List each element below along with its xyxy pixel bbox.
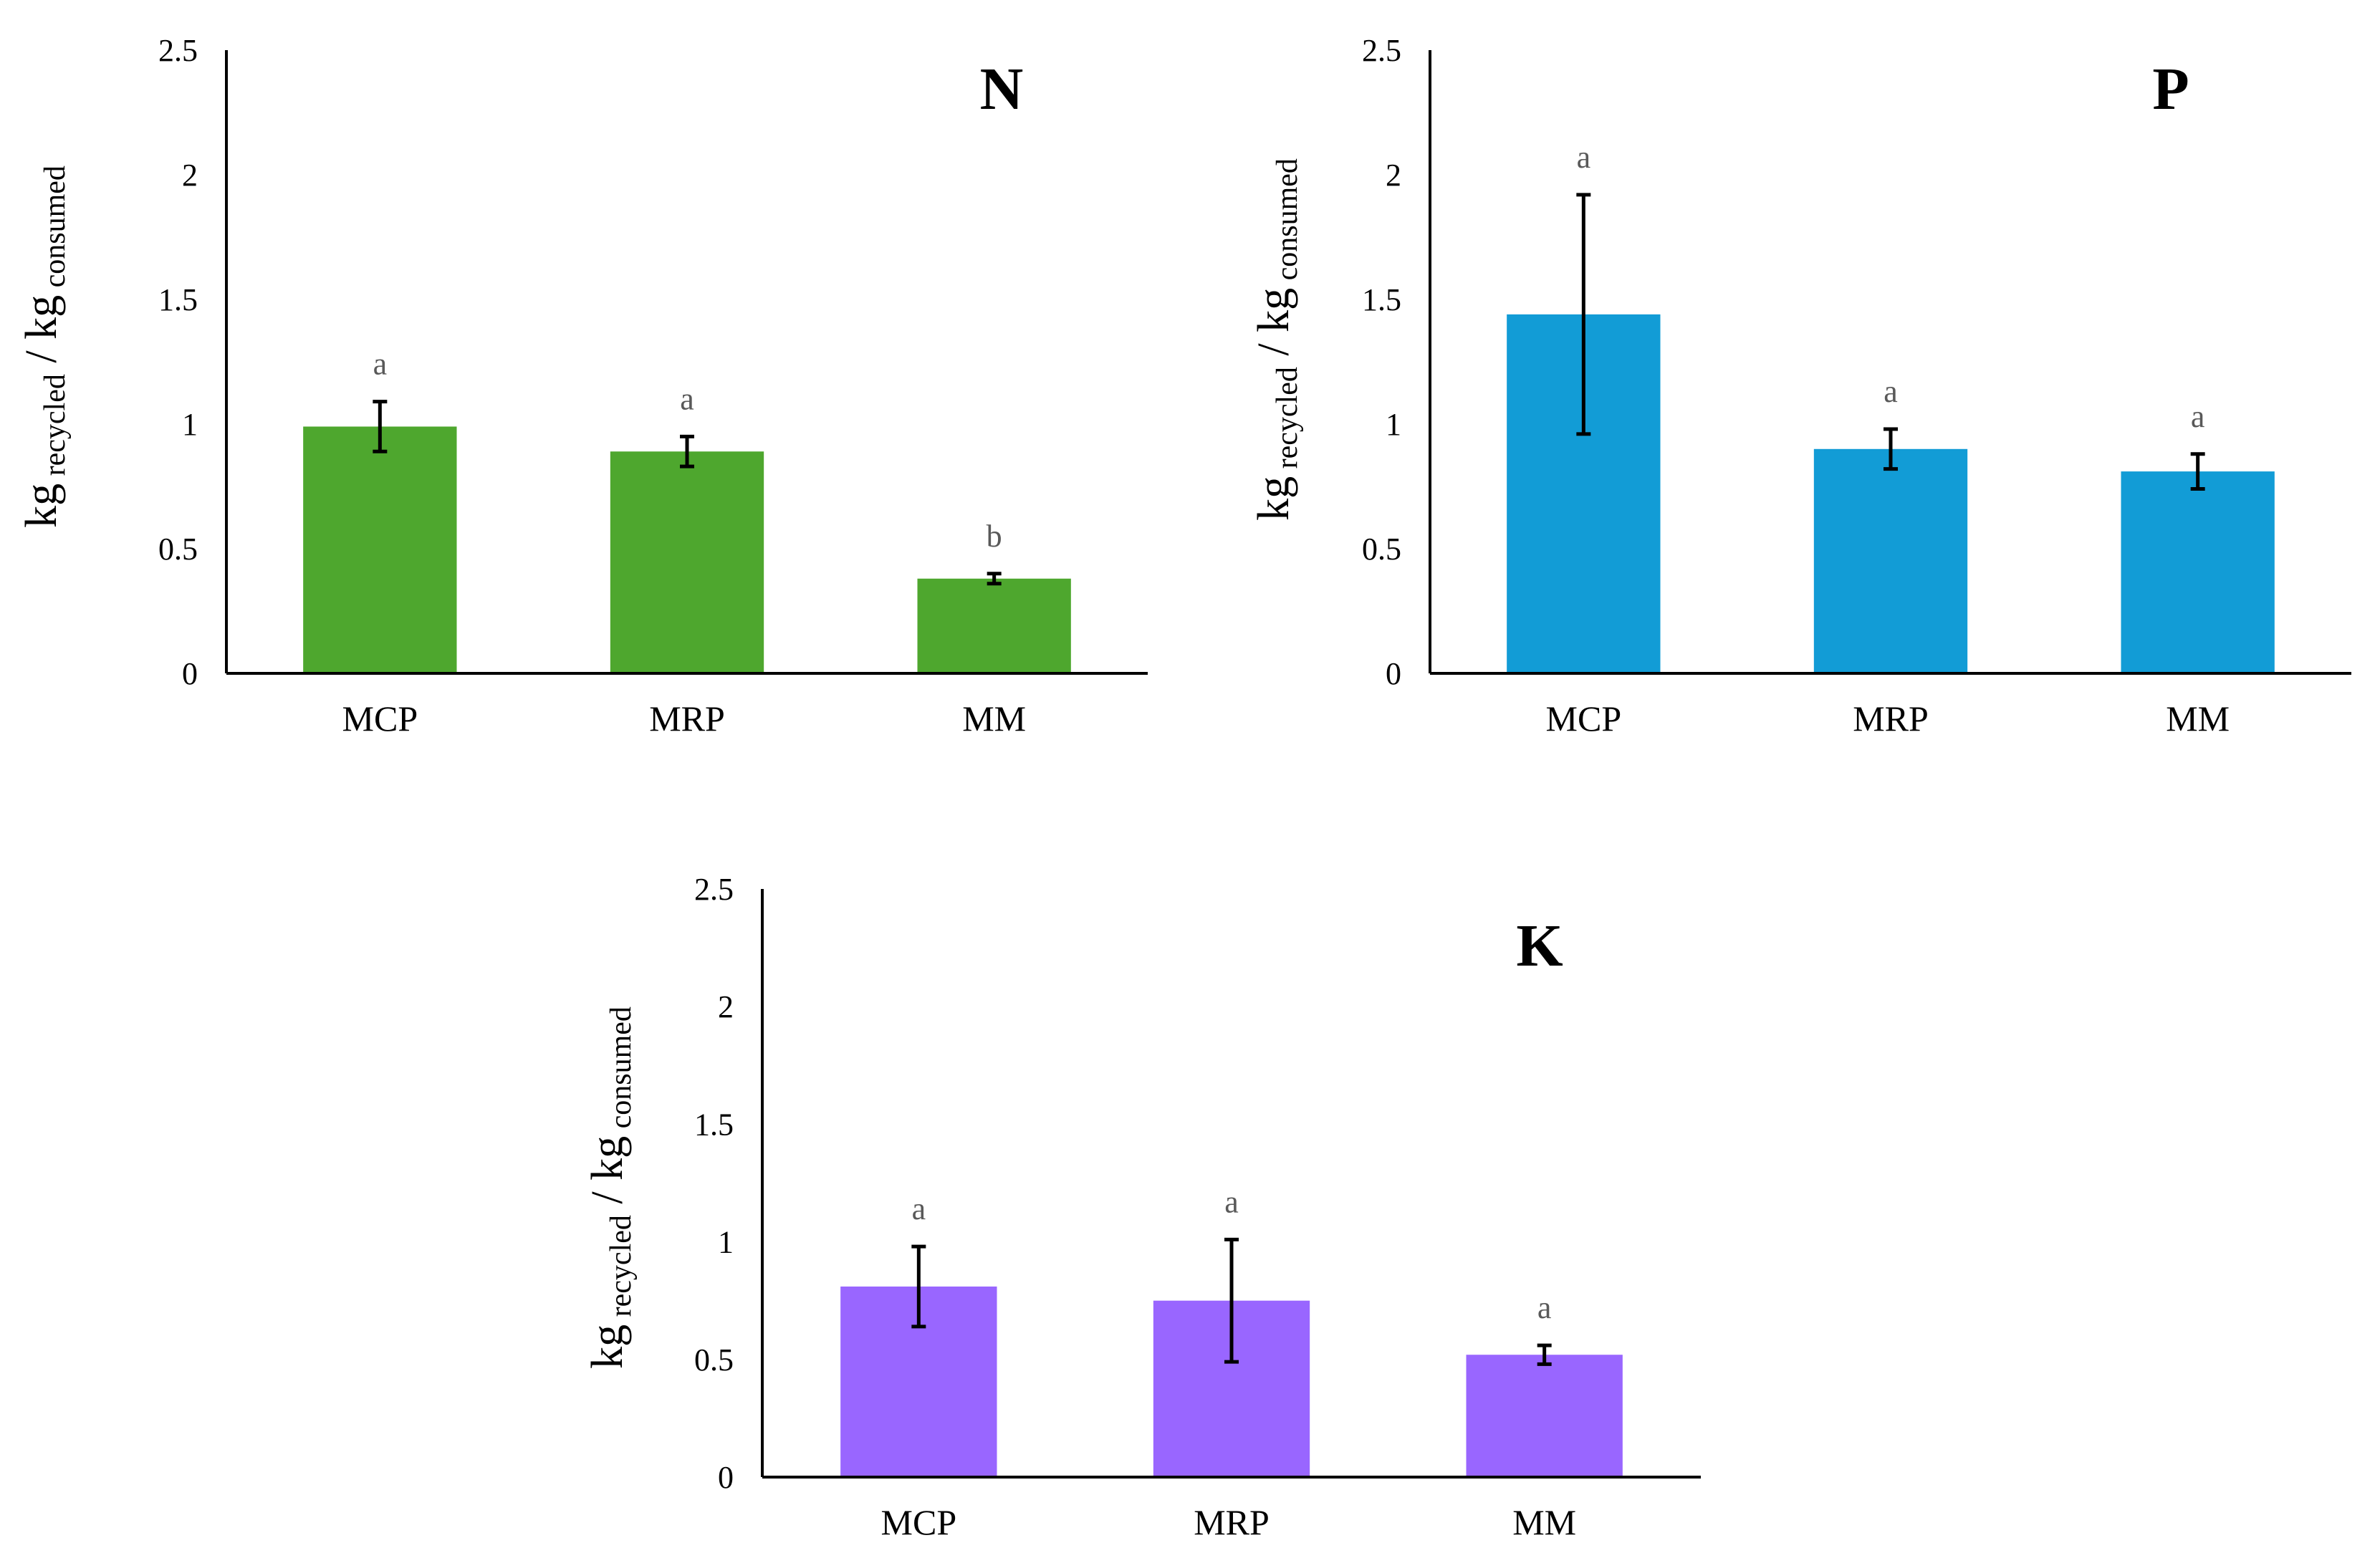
y-tick-label: 0 [1386, 656, 1401, 691]
y-axis-label: kg recycled / kg consumed [17, 165, 72, 528]
error-bar [680, 434, 694, 468]
bar-mcp [303, 426, 457, 673]
error-bar [1884, 427, 1898, 471]
error-bar [373, 400, 388, 453]
chart-panel-k: a MCP a MRP a MM 0 0.5 1 1.5 2 2.5 Kkg recycled / kg… [583, 872, 1701, 1542]
y-tick-label: 1 [182, 407, 198, 442]
significance-letter: b [987, 519, 1002, 554]
significance-letter: a [912, 1191, 926, 1226]
y-axis-label: kg recycled / kg consumed [583, 1006, 638, 1369]
x-tick-label: MRP [1853, 698, 1929, 739]
chart-panel-p: a MCP a MRP a MM 0 0.5 1 1.5 2 2.5 Pkg recycled / kg… [1249, 33, 2351, 739]
significance-letter: a [373, 347, 388, 382]
x-tick-label: MM [1512, 1502, 1576, 1542]
significance-letter: a [1224, 1184, 1239, 1219]
y-tick-label: 2.5 [694, 872, 734, 907]
y-tick-label: 1.5 [158, 282, 198, 317]
error-bar [911, 1244, 926, 1329]
x-tick-label: MCP [881, 1502, 957, 1542]
y-tick-label: 0 [182, 656, 198, 691]
bar-mrp [610, 451, 764, 673]
error-bar [1224, 1237, 1239, 1364]
x-tick-label: MCP [342, 698, 418, 739]
x-tick-label: MCP [1546, 698, 1622, 739]
error-bar [1537, 1343, 1552, 1366]
bar-mrp [1813, 448, 1968, 673]
x-tick-label: MRP [1194, 1502, 1270, 1542]
panel-title: N [980, 56, 1024, 122]
bar-mm [1466, 1355, 1623, 1477]
y-tick-label: 2 [718, 989, 734, 1024]
y-tick-label: 0.5 [1362, 532, 1401, 567]
y-tick-label: 2 [1386, 158, 1401, 193]
significance-letter: a [680, 381, 694, 416]
error-bar [987, 572, 1002, 586]
error-bar [2190, 452, 2205, 491]
y-tick-label: 2.5 [158, 33, 198, 68]
error-bar [1576, 193, 1591, 436]
x-tick-label: MM [962, 698, 1026, 739]
significance-letter: a [2191, 399, 2205, 434]
y-tick-label: 0.5 [158, 532, 198, 567]
panel-title: P [2152, 56, 2189, 122]
y-tick-label: 1.5 [694, 1107, 734, 1142]
panel-title: K [1516, 913, 1563, 979]
y-tick-label: 1 [1386, 407, 1401, 442]
bar-mm [917, 578, 1071, 673]
y-tick-label: 1.5 [1362, 282, 1401, 317]
y-axis-label: kg recycled / kg consumed [1249, 158, 1304, 521]
bar-mm [2121, 471, 2275, 673]
y-tick-label: 0 [718, 1460, 734, 1495]
y-tick-label: 2.5 [1362, 33, 1401, 68]
y-tick-label: 2 [182, 158, 198, 193]
chart-panel-n: a MCP a MRP b MM 0 0.5 1 1.5 2 2.5 Nkg recycled / kg… [17, 33, 1148, 739]
y-tick-label: 1 [718, 1225, 734, 1260]
significance-letter: a [1884, 374, 1898, 409]
significance-letter: a [1537, 1290, 1552, 1325]
x-tick-label: MM [2166, 698, 2230, 739]
significance-letter: a [1577, 140, 1591, 175]
y-tick-label: 0.5 [694, 1342, 734, 1378]
x-tick-label: MRP [649, 698, 725, 739]
